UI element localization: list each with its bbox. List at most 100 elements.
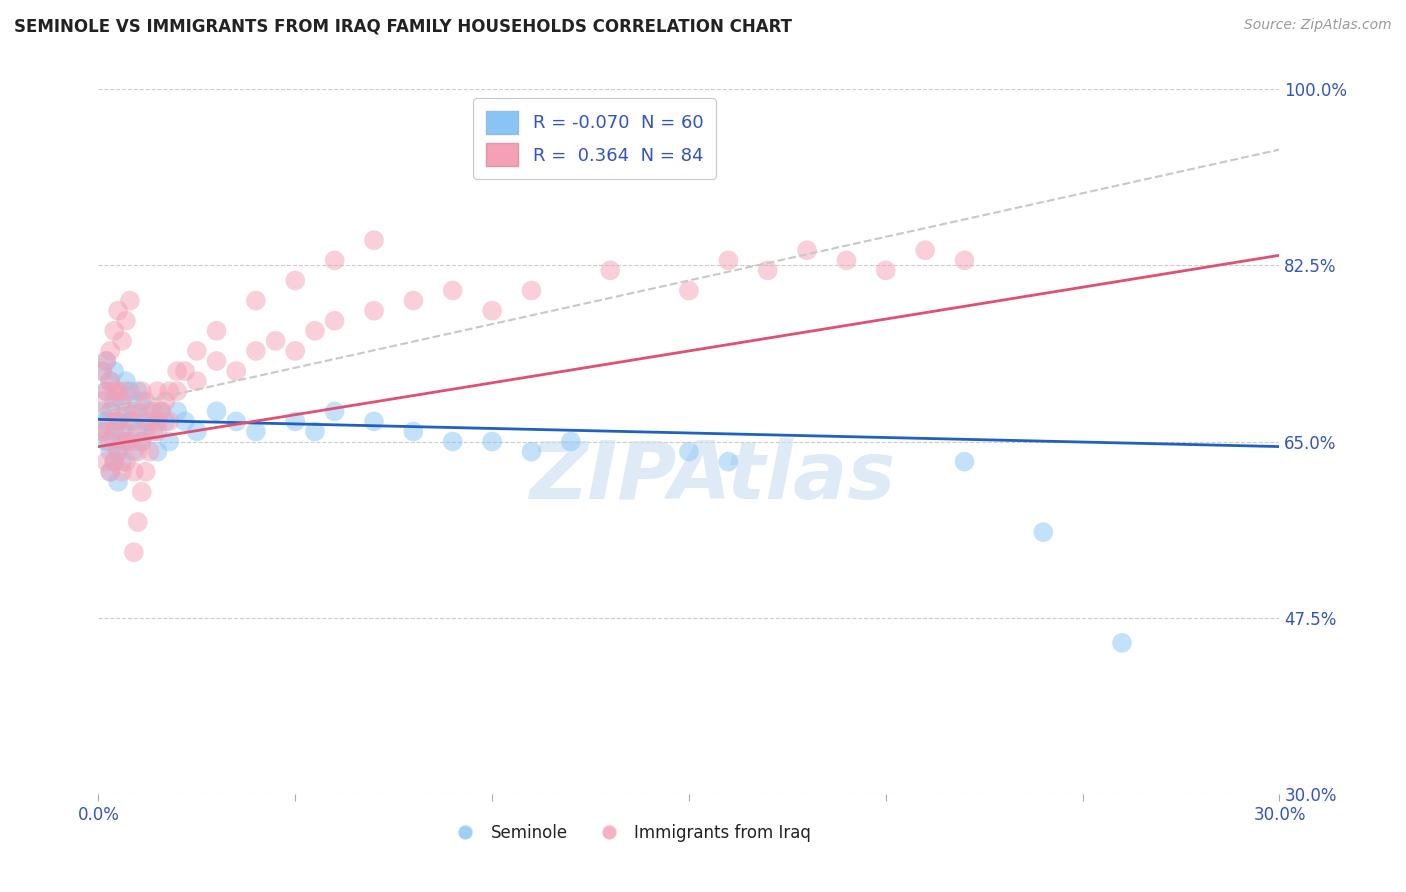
- Point: [111, 394, 134, 409]
- Point: [98, 404, 121, 418]
- Point: [146, 384, 169, 399]
- Point: [96, 384, 118, 399]
- Point: [138, 444, 160, 458]
- Point: [107, 414, 129, 428]
- Point: [96, 414, 118, 428]
- Point: [717, 253, 740, 268]
- Point: [138, 414, 160, 428]
- Point: [186, 425, 208, 439]
- Point: [115, 455, 138, 469]
- Point: [150, 404, 173, 418]
- Point: [756, 263, 779, 277]
- Point: [122, 414, 145, 428]
- Point: [155, 414, 177, 428]
- Point: [96, 384, 118, 399]
- Point: [96, 354, 118, 368]
- Point: [118, 384, 141, 399]
- Point: [131, 394, 153, 409]
- Point: [678, 444, 700, 458]
- Point: [323, 404, 346, 418]
- Point: [107, 384, 129, 399]
- Text: Source: ZipAtlas.com: Source: ZipAtlas.com: [1244, 18, 1392, 32]
- Point: [481, 434, 503, 449]
- Point: [264, 334, 287, 348]
- Point: [1111, 636, 1133, 650]
- Point: [363, 233, 385, 247]
- Point: [205, 324, 228, 338]
- Text: SEMINOLE VS IMMIGRANTS FROM IRAQ FAMILY HOUSEHOLDS CORRELATION CHART: SEMINOLE VS IMMIGRANTS FROM IRAQ FAMILY …: [14, 18, 792, 36]
- Point: [107, 444, 129, 458]
- Point: [284, 414, 307, 428]
- Point: [98, 343, 121, 358]
- Point: [402, 425, 425, 439]
- Point: [111, 434, 134, 449]
- Point: [138, 404, 160, 418]
- Point: [103, 455, 125, 469]
- Point: [225, 414, 247, 428]
- Point: [284, 343, 307, 358]
- Point: [103, 384, 125, 399]
- Point: [118, 404, 141, 418]
- Point: [520, 284, 543, 298]
- Point: [111, 334, 134, 348]
- Point: [155, 394, 177, 409]
- Point: [402, 293, 425, 308]
- Point: [107, 384, 129, 399]
- Point: [111, 465, 134, 479]
- Point: [146, 444, 169, 458]
- Point: [953, 455, 976, 469]
- Point: [481, 303, 503, 318]
- Point: [107, 444, 129, 458]
- Point: [96, 354, 118, 368]
- Point: [186, 343, 208, 358]
- Point: [363, 414, 385, 428]
- Point: [157, 434, 180, 449]
- Point: [118, 414, 141, 428]
- Point: [284, 273, 307, 287]
- Point: [914, 244, 936, 258]
- Legend: Seminole, Immigrants from Iraq: Seminole, Immigrants from Iraq: [441, 818, 818, 849]
- Point: [135, 425, 157, 439]
- Point: [118, 434, 141, 449]
- Point: [98, 374, 121, 388]
- Point: [115, 404, 138, 418]
- Point: [146, 425, 169, 439]
- Point: [91, 404, 114, 418]
- Point: [205, 354, 228, 368]
- Point: [157, 414, 180, 428]
- Point: [115, 384, 138, 399]
- Point: [111, 425, 134, 439]
- Point: [96, 455, 118, 469]
- Point: [131, 434, 153, 449]
- Point: [98, 465, 121, 479]
- Point: [115, 434, 138, 449]
- Point: [107, 303, 129, 318]
- Point: [131, 484, 153, 499]
- Point: [157, 384, 180, 399]
- Point: [98, 434, 121, 449]
- Point: [91, 425, 114, 439]
- Point: [91, 364, 114, 378]
- Point: [91, 425, 114, 439]
- Point: [796, 244, 818, 258]
- Point: [245, 425, 267, 439]
- Point: [103, 364, 125, 378]
- Point: [678, 284, 700, 298]
- Point: [135, 394, 157, 409]
- Point: [560, 434, 582, 449]
- Point: [122, 404, 145, 418]
- Point: [127, 404, 149, 418]
- Point: [323, 253, 346, 268]
- Point: [122, 465, 145, 479]
- Point: [91, 364, 114, 378]
- Point: [91, 394, 114, 409]
- Point: [323, 314, 346, 328]
- Point: [98, 404, 121, 418]
- Point: [363, 303, 385, 318]
- Point: [98, 374, 121, 388]
- Point: [441, 284, 464, 298]
- Point: [520, 444, 543, 458]
- Point: [174, 414, 197, 428]
- Point: [103, 425, 125, 439]
- Point: [245, 293, 267, 308]
